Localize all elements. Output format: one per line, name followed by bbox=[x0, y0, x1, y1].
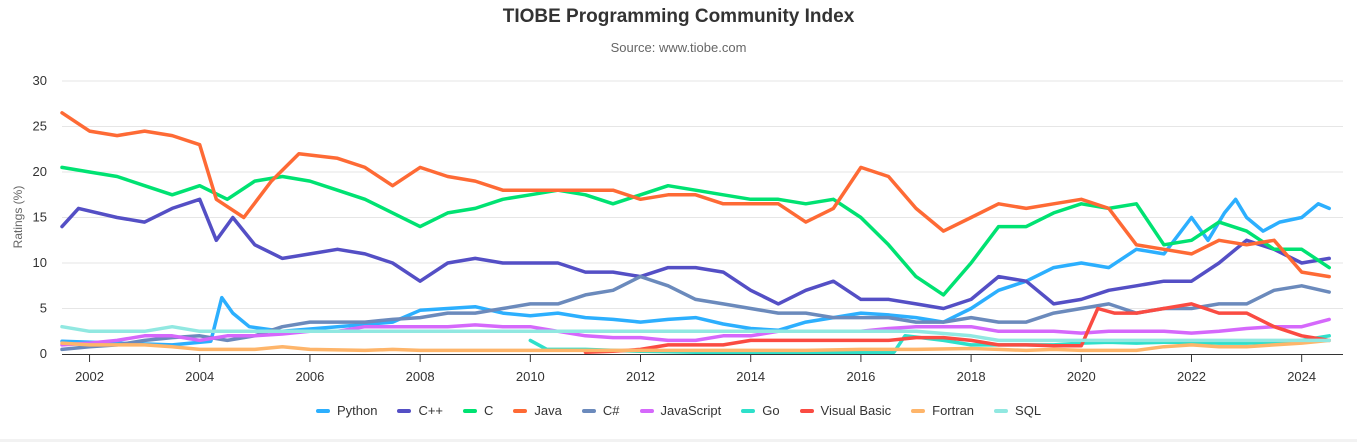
legend-label: Python bbox=[336, 403, 378, 418]
legend-item-javascript[interactable]: JavaScript bbox=[639, 403, 722, 418]
x-tick-label: 2024 bbox=[1287, 369, 1316, 384]
x-tick-label: 2022 bbox=[1177, 369, 1206, 384]
legend-label: C++ bbox=[418, 403, 444, 418]
legend-label: C# bbox=[602, 403, 620, 418]
x-tick-label: 2018 bbox=[957, 369, 986, 384]
series-line-c-[interactable] bbox=[60, 197, 1331, 311]
y-axis-title: Ratings (%) bbox=[11, 186, 25, 249]
x-tick-label: 2002 bbox=[75, 369, 104, 384]
legend-label: C bbox=[484, 403, 494, 418]
legend-swatch bbox=[994, 408, 1009, 413]
legend-swatch bbox=[799, 408, 814, 413]
axes: 0 5 10 15 20 25 30 2002 2004 2006 2008 2010 2012 2014… bbox=[33, 73, 1343, 384]
y-tick-label: 20 bbox=[33, 164, 47, 179]
legend-swatch bbox=[911, 408, 926, 413]
chart-title: TIOBE Programming Community Index bbox=[502, 6, 855, 27]
x-tick-label: 2012 bbox=[626, 369, 655, 384]
series-line-visual-basic[interactable] bbox=[583, 302, 1331, 354]
legend-label: Fortran bbox=[932, 403, 975, 418]
x-tick-label: 2014 bbox=[736, 369, 765, 384]
legend-item-c-[interactable]: C# bbox=[581, 403, 620, 418]
legend-label: Java bbox=[534, 403, 562, 418]
legend-label: Visual Basic bbox=[820, 403, 892, 418]
legend-swatch bbox=[315, 408, 330, 413]
x-tick-label: 2010 bbox=[516, 369, 545, 384]
legend-label: Go bbox=[762, 403, 780, 418]
y-tick-label: 10 bbox=[33, 255, 47, 270]
legend-item-go[interactable]: Go bbox=[741, 403, 780, 418]
grid-lines bbox=[62, 80, 1343, 309]
legend-swatch bbox=[463, 408, 478, 413]
x-tick-label: 2020 bbox=[1067, 369, 1096, 384]
legend-item-visual-basic[interactable]: Visual Basic bbox=[799, 403, 892, 418]
y-tick-label: 15 bbox=[33, 210, 47, 225]
legend-item-c[interactable]: C bbox=[463, 403, 493, 418]
series-line-fortran[interactable] bbox=[60, 338, 1331, 353]
legend-label: JavaScript bbox=[660, 403, 722, 418]
x-tick-label: 2004 bbox=[185, 369, 214, 384]
y-tick-label: 25 bbox=[33, 119, 47, 134]
legend-item-java[interactable]: Java bbox=[513, 403, 562, 418]
x-tick-label: 2016 bbox=[846, 369, 875, 384]
series-line-c[interactable] bbox=[60, 165, 1331, 297]
legend-swatch bbox=[581, 408, 596, 413]
legend-item-c-[interactable]: C++ bbox=[397, 403, 443, 418]
series-line-sql[interactable] bbox=[60, 324, 1331, 343]
legend-swatch bbox=[397, 408, 412, 413]
legend-label: SQL bbox=[1015, 403, 1042, 418]
series-line-javascript[interactable] bbox=[60, 317, 1331, 347]
y-tick-label: 0 bbox=[40, 346, 47, 361]
y-tick-label: 30 bbox=[33, 73, 47, 88]
series-line-python[interactable] bbox=[60, 197, 1331, 347]
series-lines bbox=[60, 111, 1331, 354]
y-tick-label: 5 bbox=[40, 301, 47, 316]
x-tick-label: 2008 bbox=[406, 369, 435, 384]
legend: Python C++ C Java C# JavaScript Go Visual Basic… bbox=[0, 403, 1357, 418]
legend-item-sql[interactable]: SQL bbox=[994, 403, 1041, 418]
series-line-java[interactable] bbox=[60, 111, 1331, 279]
legend-item-python[interactable]: Python bbox=[315, 403, 378, 418]
legend-item-fortran[interactable]: Fortran bbox=[911, 403, 974, 418]
chart-subtitle: Source: www.tiobe.com bbox=[610, 40, 747, 55]
line-chart: 0 5 10 15 20 25 30 2002 2004 2006 2008 2010 2012 2014… bbox=[11, 73, 1343, 384]
x-tick-label: 2006 bbox=[295, 369, 324, 384]
legend-swatch bbox=[741, 408, 756, 413]
bottom-border bbox=[0, 439, 1357, 442]
legend-swatch bbox=[639, 408, 654, 413]
legend-swatch bbox=[513, 408, 528, 413]
